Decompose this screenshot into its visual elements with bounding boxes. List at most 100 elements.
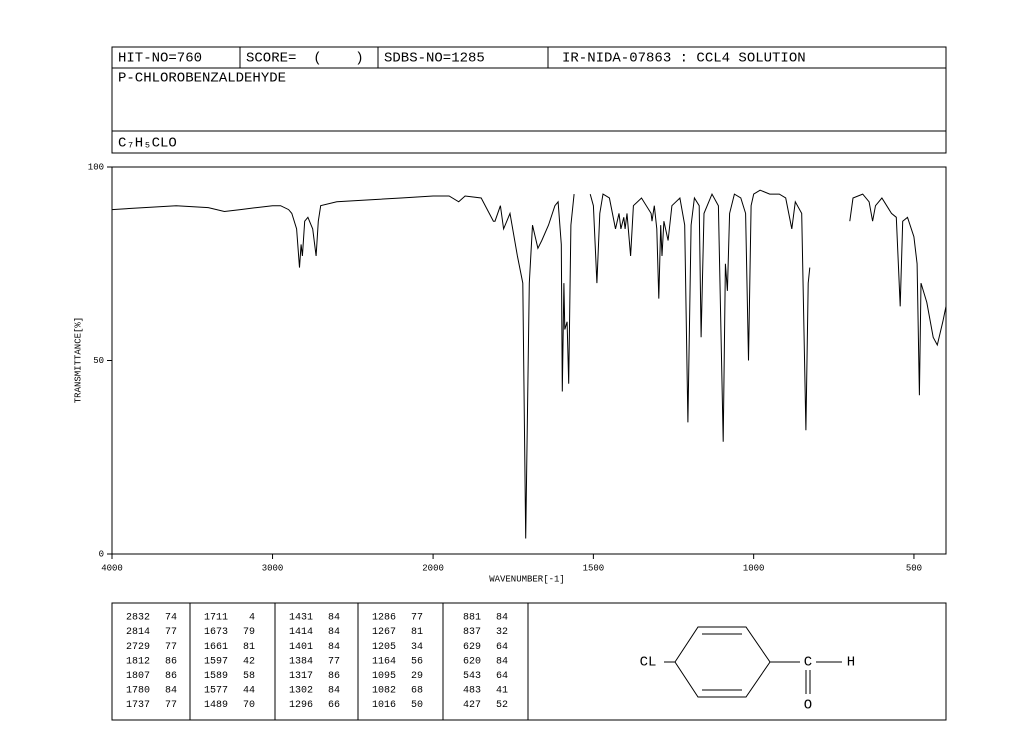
- peak-transmittance: 68: [411, 686, 423, 697]
- x-tick-label: 1500: [583, 563, 605, 573]
- peak-transmittance: 81: [243, 642, 255, 653]
- peak-transmittance: 77: [165, 700, 177, 711]
- score: SCORE= ( ): [246, 51, 364, 67]
- spectrum-line: [111, 189, 947, 539]
- x-tick-label: 500: [906, 563, 922, 573]
- peak-transmittance: 58: [243, 671, 255, 682]
- peak-wavenumber: 1661: [204, 642, 228, 653]
- peak-wavenumber: 1737: [126, 700, 150, 711]
- peak-transmittance: 79: [243, 627, 255, 638]
- peak-transmittance: 84: [496, 656, 508, 667]
- peak-wavenumber: 427: [463, 700, 481, 711]
- peak-wavenumber: 1016: [372, 700, 396, 711]
- peak-transmittance: 84: [496, 613, 508, 624]
- x-tick-label: 2000: [422, 563, 444, 573]
- peak-wavenumber: 2729: [126, 642, 150, 653]
- peak-wavenumber: 483: [463, 686, 481, 697]
- peak-transmittance: 84: [328, 627, 340, 638]
- peak-wavenumber: 1597: [204, 656, 228, 667]
- peak-transmittance: 77: [411, 613, 423, 624]
- peak-transmittance: 29: [411, 671, 423, 682]
- peak-transmittance: 32: [496, 627, 508, 638]
- peak-transmittance: 84: [328, 686, 340, 697]
- sdbs-no: SDBS-NO=1285: [384, 51, 485, 67]
- peak-wavenumber: 1095: [372, 671, 396, 682]
- peak-wavenumber: 1302: [289, 686, 313, 697]
- peak-wavenumber: 1401: [289, 642, 313, 653]
- peak-wavenumber: 2832: [126, 613, 150, 624]
- peak-wavenumber: 2814: [126, 627, 150, 638]
- x-tick-label: 3000: [262, 563, 284, 573]
- peak-wavenumber: 1812: [126, 656, 150, 667]
- peak-wavenumber: 881: [463, 613, 481, 624]
- peak-wavenumber: 1317: [289, 671, 313, 682]
- x-axis-label: WAVENUMBER[-1]: [489, 574, 565, 584]
- peak-transmittance: 50: [411, 700, 423, 711]
- plot-frame: [111, 166, 947, 555]
- peak-transmittance: 86: [165, 656, 177, 667]
- atom-label: CL: [640, 655, 657, 671]
- compound-name: P-CHLOROBENZALDEHYDE: [118, 71, 286, 87]
- peak-wavenumber: 620: [463, 656, 481, 667]
- y-axis-label: TRANSMITTANCE[%]: [73, 317, 83, 403]
- peak-wavenumber: 543: [463, 671, 481, 682]
- peak-transmittance: 77: [328, 656, 340, 667]
- peak-transmittance: 42: [243, 656, 255, 667]
- x-tick-label: 4000: [101, 563, 123, 573]
- peak-transmittance: 86: [328, 671, 340, 682]
- method: IR-NIDA-07863 : CCL4 SOLUTION: [562, 51, 806, 67]
- peak-transmittance: 77: [165, 627, 177, 638]
- peak-transmittance: 44: [243, 686, 255, 697]
- peak-transmittance: 81: [411, 627, 423, 638]
- peak-transmittance: 84: [328, 642, 340, 653]
- peak-wavenumber: 1205: [372, 642, 396, 653]
- peak-wavenumber: 629: [463, 642, 481, 653]
- peak-wavenumber: 1296: [289, 700, 313, 711]
- benzene-ring: [674, 626, 771, 698]
- peak-transmittance: 84: [328, 613, 340, 624]
- peak-wavenumber: 1489: [204, 700, 228, 711]
- y-tick-label: 50: [93, 356, 104, 366]
- peak-wavenumber: 1164: [372, 656, 396, 667]
- x-tick-label: 1000: [743, 563, 765, 573]
- peak-table-box: [111, 602, 947, 721]
- peak-wavenumber: 1780: [126, 686, 150, 697]
- peak-transmittance: 34: [411, 642, 423, 653]
- peak-transmittance: 70: [243, 700, 255, 711]
- peak-transmittance: 64: [496, 642, 508, 653]
- atom-label: H: [847, 655, 855, 671]
- peak-transmittance: 56: [411, 656, 423, 667]
- header-box: [111, 46, 947, 154]
- peak-wavenumber: 1384: [289, 656, 313, 667]
- peak-transmittance: 66: [328, 700, 340, 711]
- peak-transmittance: 84: [165, 686, 177, 697]
- atom-label: O: [804, 698, 812, 714]
- peak-wavenumber: 1414: [289, 627, 313, 638]
- peak-transmittance: 74: [165, 613, 177, 624]
- hit-no: HIT-NO=760: [118, 51, 202, 67]
- peak-wavenumber: 1673: [204, 627, 228, 638]
- atom-label: C: [804, 655, 812, 671]
- peak-transmittance: 41: [496, 686, 508, 697]
- peak-wavenumber: 1711: [204, 613, 228, 624]
- peak-table: 2832 74 2814 77 2729 77 1812 86 1807 86 1780 84 1737…: [126, 603, 529, 720]
- peak-wavenumber: 1577: [204, 686, 228, 697]
- peak-transmittance: 4: [249, 613, 255, 624]
- peak-wavenumber: 837: [463, 627, 481, 638]
- peak-wavenumber: 1807: [126, 671, 150, 682]
- y-tick-label: 0: [99, 549, 104, 559]
- peak-wavenumber: 1589: [204, 671, 228, 682]
- peak-wavenumber: 1286: [372, 613, 396, 624]
- peak-transmittance: 77: [165, 642, 177, 653]
- formula: C₇H₅CLO: [118, 136, 177, 152]
- peak-wavenumber: 1267: [372, 627, 396, 638]
- peak-transmittance: 86: [165, 671, 177, 682]
- peak-wavenumber: 1082: [372, 686, 396, 697]
- peak-transmittance: 64: [496, 671, 508, 682]
- peak-transmittance: 52: [496, 700, 508, 711]
- peak-wavenumber: 1431: [289, 613, 313, 624]
- y-tick-label: 100: [88, 162, 104, 172]
- plot: 0 50 100 4000 3000 2000 1500 1000 500: [88, 162, 947, 573]
- structure: [664, 626, 842, 698]
